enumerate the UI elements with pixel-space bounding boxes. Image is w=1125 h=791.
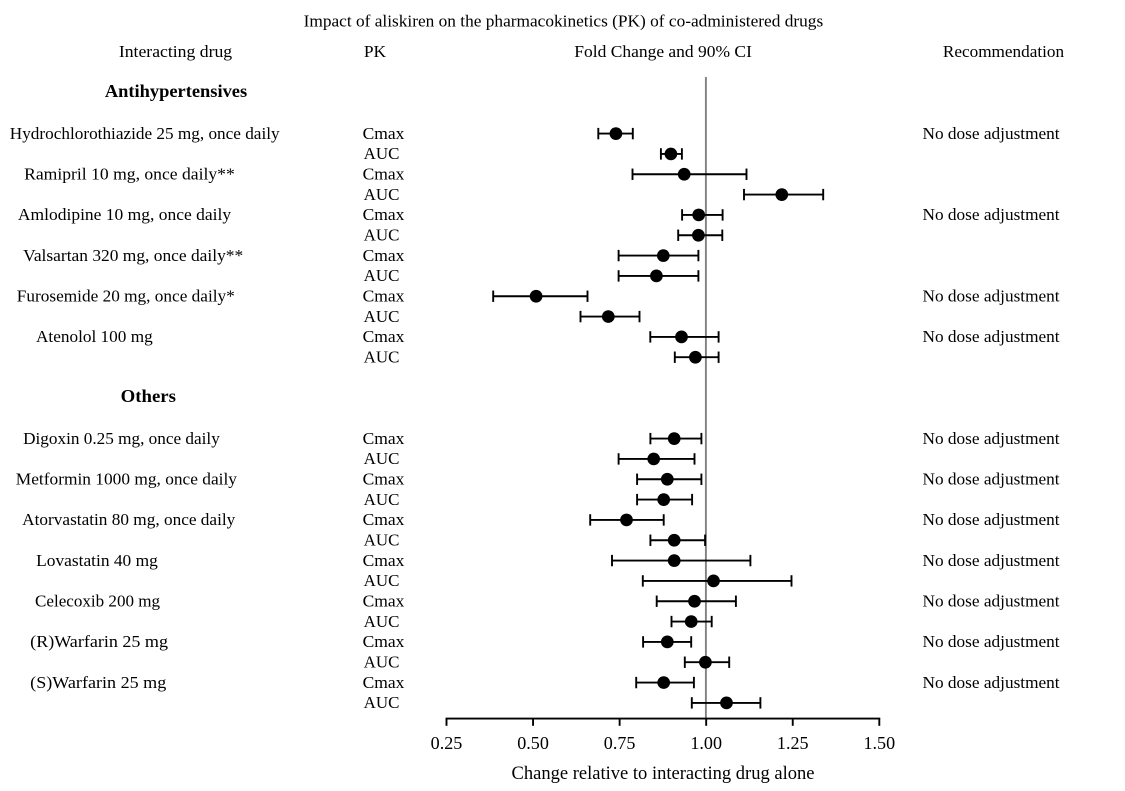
svg-text:AUC: AUC (364, 449, 400, 468)
svg-text:Hydrochlorothiazide 25 mg, onc: Hydrochlorothiazide 25 mg, once daily (10, 124, 280, 143)
svg-text:1.50: 1.50 (864, 733, 896, 753)
svg-text:AUC: AUC (364, 225, 400, 244)
svg-text:AUC: AUC (364, 531, 400, 550)
svg-text:No dose adjustment: No dose adjustment (923, 205, 1060, 224)
svg-text:Cmax: Cmax (363, 165, 405, 184)
svg-text:Amlodipine 10 mg, once daily: Amlodipine 10 mg, once daily (18, 205, 232, 224)
svg-text:Cmax: Cmax (363, 632, 405, 651)
svg-text:Recommendation: Recommendation (943, 42, 1065, 61)
svg-text:Interacting drug: Interacting drug (119, 42, 233, 61)
svg-text:AUC: AUC (364, 266, 400, 285)
svg-text:Fold Change and 90% CI: Fold Change and 90% CI (574, 42, 752, 61)
svg-text:Cmax: Cmax (363, 286, 405, 305)
svg-text:(R)Warfarin 25 mg: (R)Warfarin 25 mg (30, 632, 168, 651)
svg-text:AUC: AUC (364, 307, 400, 326)
svg-text:Atenolol 100 mg: Atenolol 100 mg (36, 327, 153, 346)
svg-text:Cmax: Cmax (363, 327, 405, 346)
svg-text:Cmax: Cmax (363, 551, 405, 570)
svg-text:Cmax: Cmax (363, 470, 405, 489)
svg-text:1.25: 1.25 (777, 733, 809, 753)
svg-text:Antihypertensives: Antihypertensives (105, 81, 247, 101)
svg-text:Cmax: Cmax (363, 429, 405, 448)
svg-text:No dose adjustment: No dose adjustment (923, 673, 1060, 692)
svg-text:PK: PK (364, 42, 387, 61)
svg-text:No dose adjustment: No dose adjustment (923, 124, 1060, 143)
svg-text:Cmax: Cmax (363, 124, 405, 143)
svg-text:AUC: AUC (364, 185, 400, 204)
svg-text:Metformin 1000 mg, once daily: Metformin 1000 mg, once daily (16, 470, 238, 489)
svg-text:0.50: 0.50 (517, 733, 549, 753)
svg-text:0.75: 0.75 (604, 733, 636, 753)
svg-text:AUC: AUC (364, 571, 400, 590)
svg-text:No dose adjustment: No dose adjustment (923, 327, 1060, 346)
svg-text:No dose adjustment: No dose adjustment (923, 429, 1060, 448)
svg-text:No dose adjustment: No dose adjustment (923, 510, 1060, 529)
svg-text:AUC: AUC (364, 347, 400, 366)
svg-text:Atorvastatin 80 mg, once daily: Atorvastatin 80 mg, once daily (22, 510, 236, 529)
svg-text:1.00: 1.00 (690, 733, 722, 753)
svg-text:No dose adjustment: No dose adjustment (923, 551, 1060, 570)
svg-text:Valsartan 320 mg, once daily**: Valsartan 320 mg, once daily** (23, 246, 243, 265)
svg-text:Celecoxib 200 mg: Celecoxib 200 mg (35, 591, 161, 610)
svg-text:AUC: AUC (364, 490, 400, 509)
svg-text:Ramipril 10 mg, once daily**: Ramipril 10 mg, once daily** (24, 165, 235, 184)
svg-text:AUC: AUC (364, 612, 400, 631)
svg-text:Furosemide 20 mg, once daily*: Furosemide 20 mg, once daily* (17, 286, 235, 305)
svg-text:0.25: 0.25 (431, 733, 463, 753)
svg-text:Lovastatin 40 mg: Lovastatin 40 mg (36, 551, 158, 570)
svg-text:Digoxin 0.25 mg, once daily: Digoxin 0.25 mg, once daily (23, 429, 220, 448)
svg-text:Others: Others (121, 386, 176, 406)
svg-text:Change relative to interacting: Change relative to interacting drug alon… (512, 763, 815, 784)
svg-text:Cmax: Cmax (363, 510, 405, 529)
svg-text:AUC: AUC (364, 652, 400, 671)
svg-text:Cmax: Cmax (363, 673, 405, 692)
svg-text:Cmax: Cmax (363, 591, 405, 610)
svg-text:Impact of aliskiren on the pha: Impact of aliskiren on the pharmacokinet… (304, 12, 824, 31)
svg-text:AUC: AUC (364, 693, 400, 712)
svg-text:No dose adjustment: No dose adjustment (923, 286, 1060, 305)
svg-text:No dose adjustment: No dose adjustment (923, 591, 1060, 610)
svg-text:Cmax: Cmax (363, 246, 405, 265)
svg-text:No dose adjustment: No dose adjustment (923, 470, 1060, 489)
svg-text:No dose adjustment: No dose adjustment (923, 632, 1060, 651)
svg-text:(S)Warfarin 25 mg: (S)Warfarin 25 mg (30, 673, 167, 692)
svg-text:Cmax: Cmax (363, 205, 405, 224)
svg-text:AUC: AUC (364, 144, 400, 163)
